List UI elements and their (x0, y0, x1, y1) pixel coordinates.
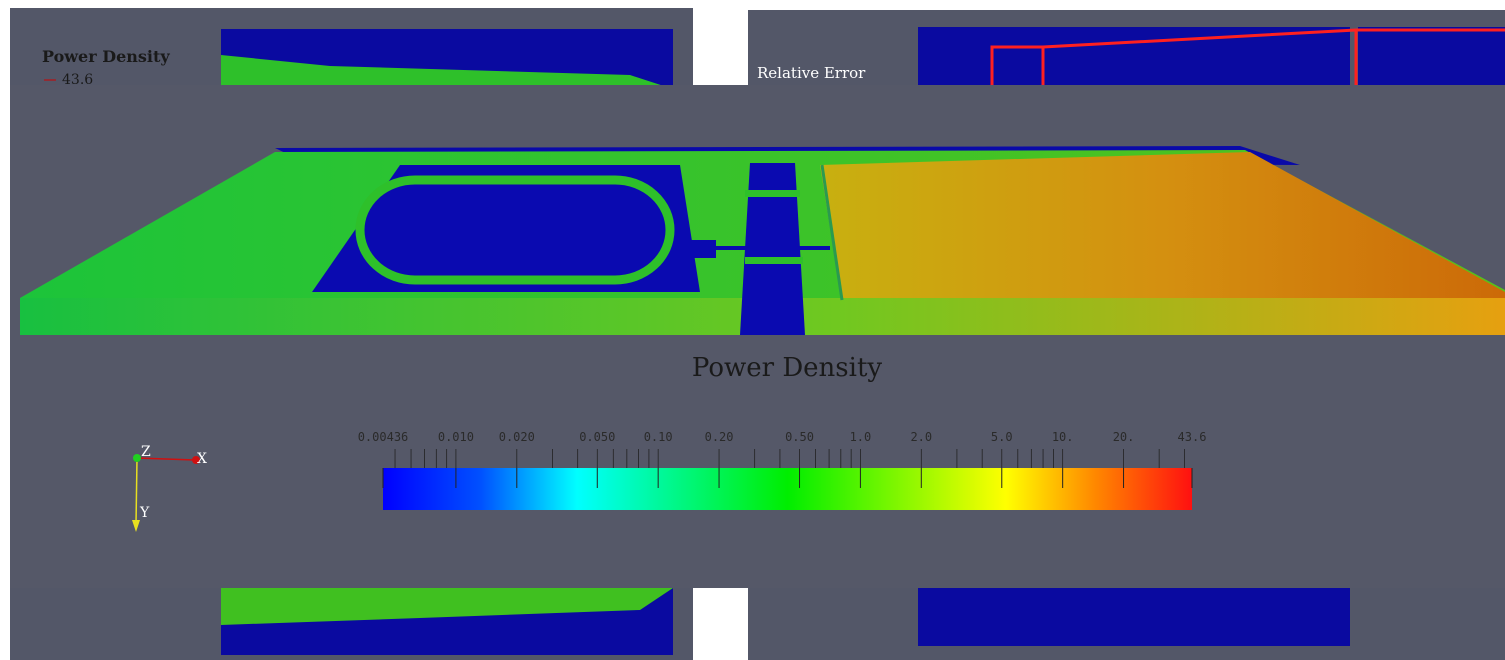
legend-title: Relative Error (757, 64, 866, 82)
right-render-top (918, 27, 1350, 89)
colorbar-tick-label: 0.020 (499, 430, 535, 444)
channel-gap (745, 257, 803, 264)
colorbar-tick-label: 43.6 (1178, 430, 1207, 444)
axis-label: Y (139, 505, 150, 521)
colorbar-tick-label: 0.050 (579, 430, 615, 444)
colorbar-tick-label: 10. (1052, 430, 1074, 444)
colorbar-tick-label: 2.0 (910, 430, 932, 444)
colorbar-tick-label: 20. (1113, 430, 1135, 444)
colorbar-tick-label: 5.0 (991, 430, 1013, 444)
colorbar-tick-label: 1.0 (850, 430, 872, 444)
colorbar-tick-label: 0.20 (705, 430, 734, 444)
colorbar (383, 468, 1192, 510)
axis-label: Z (141, 444, 151, 460)
channel-gap (745, 190, 800, 197)
colorbar-tick-label: 0.00436 (358, 430, 409, 444)
colorbar-tick-label: 0.010 (438, 430, 474, 444)
colorbar-tick-label: 0.50 (785, 430, 814, 444)
axis-label: X (197, 451, 207, 467)
colorbar-tick-label: 0.10 (644, 430, 673, 444)
y-axis (136, 458, 137, 525)
page: Power Density 43.6 Relative Error Power … (0, 0, 1505, 660)
connector (688, 240, 716, 258)
colorbar-title: Power Density (692, 353, 883, 383)
legend-title: Power Density (42, 47, 170, 66)
screenshot: Power Density 43.6 Relative Error Power … (0, 0, 1505, 660)
right-render-bottom (918, 588, 1350, 646)
right-render-top-2 (1358, 27, 1505, 89)
z-axis (133, 454, 141, 462)
